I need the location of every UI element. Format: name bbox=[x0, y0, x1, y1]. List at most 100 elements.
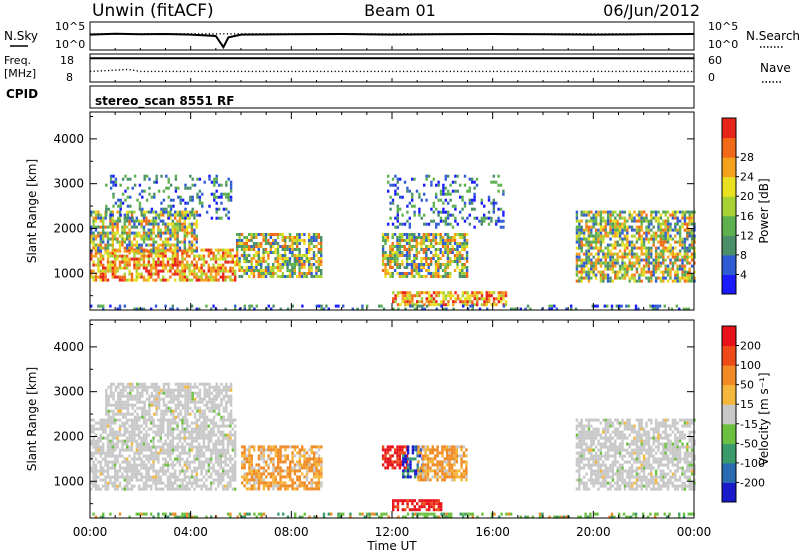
heatmap-cell bbox=[611, 228, 615, 232]
heatmap-cell bbox=[140, 457, 143, 461]
heatmap-cell bbox=[659, 270, 663, 274]
heatmap-cell bbox=[594, 240, 598, 244]
heatmap-cell bbox=[186, 260, 189, 264]
heatmap-cell bbox=[105, 207, 108, 211]
heatmap-cell bbox=[281, 266, 284, 269]
heatmap-cell bbox=[676, 228, 679, 232]
heatmap-cell bbox=[320, 251, 323, 254]
heatmap-cell bbox=[231, 427, 234, 431]
heatmap-cell bbox=[176, 240, 179, 244]
heatmap-cell bbox=[164, 469, 167, 473]
heatmap-cell bbox=[403, 266, 406, 269]
heatmap-cell bbox=[106, 463, 110, 467]
heatmap-cell bbox=[473, 195, 476, 199]
heatmap-cell bbox=[449, 198, 452, 202]
heatmap-cell bbox=[597, 231, 600, 235]
heatmap-cell bbox=[669, 234, 672, 238]
heatmap-cell bbox=[166, 445, 170, 449]
heatmap-cell bbox=[126, 460, 129, 464]
heatmap-cell bbox=[396, 303, 400, 307]
heatmap-cell bbox=[676, 255, 679, 259]
heatmap-cell bbox=[456, 248, 459, 251]
heatmap-cell bbox=[183, 460, 186, 464]
heatmap-cell bbox=[111, 272, 114, 276]
heatmap-cell bbox=[250, 472, 253, 476]
heatmap-cell bbox=[587, 258, 591, 262]
heatmap-cell bbox=[225, 385, 228, 389]
heatmap-cell bbox=[152, 436, 155, 440]
heatmap-cell bbox=[145, 231, 148, 235]
heatmap-cell bbox=[136, 385, 139, 389]
heatmap-cell bbox=[650, 219, 653, 223]
heatmap-cell bbox=[387, 222, 390, 226]
heatmap-cell bbox=[231, 266, 234, 270]
heatmap-cell bbox=[662, 234, 665, 238]
heatmap-cell bbox=[164, 240, 167, 244]
heatmap-cell bbox=[592, 273, 595, 277]
heatmap-cell bbox=[157, 225, 160, 229]
heatmap-cell bbox=[257, 466, 261, 470]
heatmap-cell bbox=[123, 263, 126, 267]
heatmap-cell bbox=[408, 239, 411, 242]
heatmap-cell bbox=[396, 225, 399, 229]
heatmap-cell bbox=[178, 463, 182, 467]
heatmap-cell bbox=[587, 210, 591, 214]
heatmap-cell bbox=[429, 242, 433, 245]
heatmap-cell bbox=[255, 245, 258, 248]
heatmap-cell bbox=[437, 233, 440, 236]
heatmap-cell bbox=[107, 400, 110, 404]
heatmap-cell bbox=[451, 251, 454, 254]
heatmap-cell bbox=[106, 424, 110, 428]
heatmap-cell bbox=[128, 478, 131, 482]
heatmap-cell bbox=[105, 406, 108, 410]
heatmap-cell bbox=[621, 222, 624, 226]
heatmap-cell bbox=[159, 231, 162, 235]
heatmap-cell bbox=[217, 472, 220, 476]
heatmap-cell bbox=[687, 307, 690, 311]
heatmap-cell bbox=[219, 248, 222, 252]
heatmap-cell bbox=[226, 433, 230, 437]
heatmap-cell bbox=[172, 400, 175, 404]
heatmap-cell bbox=[621, 231, 624, 235]
heatmap-cell bbox=[248, 307, 251, 311]
heatmap-cell bbox=[435, 303, 438, 307]
heatmap-cell bbox=[447, 201, 450, 205]
heatmap-cell bbox=[214, 442, 218, 446]
heatmap-cell bbox=[112, 397, 115, 401]
heatmap-cell bbox=[659, 225, 663, 229]
heatmap-cell bbox=[178, 487, 182, 491]
heatmap-cell bbox=[504, 291, 508, 295]
heatmap-cell bbox=[212, 263, 215, 267]
heatmap-cell bbox=[614, 258, 617, 262]
heatmap-cell bbox=[308, 251, 311, 254]
heatmap-cell bbox=[162, 251, 165, 255]
heatmap-cell bbox=[198, 412, 202, 416]
heatmap-cell bbox=[678, 234, 682, 238]
heatmap-cell bbox=[674, 261, 677, 265]
heatmap-cell bbox=[126, 406, 130, 410]
heatmap-cell bbox=[183, 222, 186, 226]
heatmap-cell bbox=[437, 260, 440, 263]
heatmap-cell bbox=[174, 257, 177, 261]
heatmap-cell bbox=[193, 237, 196, 241]
heatmap-cell bbox=[169, 204, 173, 208]
heatmap-cell bbox=[662, 231, 665, 235]
heatmap-cell bbox=[241, 451, 244, 455]
heatmap-cell bbox=[126, 475, 129, 479]
heatmap-cell bbox=[418, 192, 421, 196]
heatmap-cell bbox=[162, 278, 165, 282]
heatmap-cell bbox=[92, 219, 95, 223]
heatmap-cell bbox=[166, 257, 170, 261]
heatmap-cell bbox=[606, 213, 610, 217]
heatmap-cell bbox=[143, 406, 146, 410]
heatmap-cell bbox=[142, 307, 146, 311]
heatmap-cell bbox=[210, 257, 213, 261]
heatmap-cell bbox=[130, 418, 134, 422]
heatmap-cell bbox=[480, 222, 483, 226]
heatmap-cell bbox=[459, 300, 462, 304]
heatmap-cell bbox=[690, 216, 694, 220]
heatmap-cell bbox=[138, 251, 141, 255]
heatmap-cell bbox=[116, 487, 119, 491]
heatmap-cell bbox=[142, 266, 146, 270]
noise-left-tick-bottom: 10^0 bbox=[55, 38, 85, 51]
